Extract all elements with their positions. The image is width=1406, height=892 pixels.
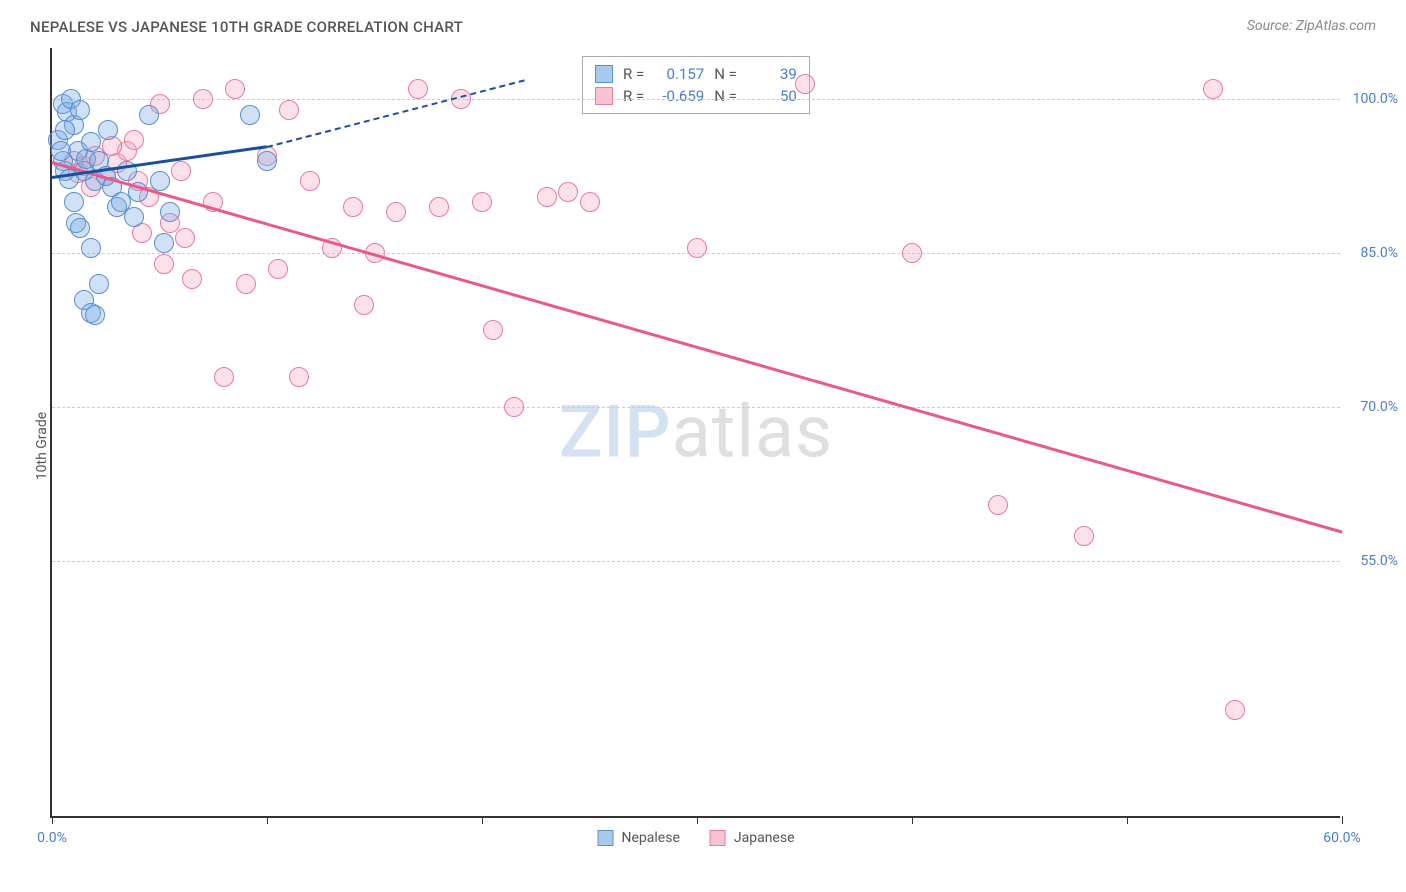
japanese-point bbox=[1225, 700, 1245, 720]
nepalese-point bbox=[70, 100, 90, 120]
japanese-point bbox=[902, 243, 922, 263]
nepalese-regression-dashed bbox=[267, 79, 525, 148]
japanese-point bbox=[580, 192, 600, 212]
japanese-point bbox=[483, 320, 503, 340]
x-tick bbox=[697, 816, 698, 824]
bottom-legend: Nepalese Japanese bbox=[598, 830, 795, 846]
nepalese-point bbox=[51, 141, 71, 161]
nepalese-point bbox=[85, 305, 105, 325]
japanese-point bbox=[988, 495, 1008, 515]
y-tick-label: 55.0% bbox=[1360, 553, 1398, 569]
y-tick-label: 85.0% bbox=[1360, 245, 1398, 261]
japanese-point bbox=[182, 269, 202, 289]
nepalese-point bbox=[139, 105, 159, 125]
japanese-regression-line bbox=[52, 161, 1343, 533]
japanese-legend-label: Japanese bbox=[734, 830, 795, 846]
nepalese-point bbox=[81, 238, 101, 258]
japanese-point bbox=[268, 259, 288, 279]
watermark-atlas: atlas bbox=[672, 390, 834, 475]
legend-japanese: Japanese bbox=[710, 830, 795, 846]
gridline bbox=[52, 99, 1340, 100]
japanese-point bbox=[171, 161, 191, 181]
r-label: R = bbox=[623, 65, 644, 83]
nepalese-legend-label: Nepalese bbox=[622, 830, 680, 846]
plot-area: ZIPatlas R = 0.157 N = 39 R = -0.659 N =… bbox=[50, 48, 1340, 818]
japanese-point bbox=[1203, 79, 1223, 99]
nepalese-n-value: 39 bbox=[747, 65, 797, 83]
japanese-legend-swatch bbox=[710, 830, 726, 846]
x-tick bbox=[482, 816, 483, 824]
nepalese-legend-swatch bbox=[598, 830, 614, 846]
source-attribution: Source: ZipAtlas.com bbox=[1247, 18, 1376, 34]
stats-box: R = 0.157 N = 39 R = -0.659 N = 50 bbox=[582, 56, 810, 114]
y-tick-label: 70.0% bbox=[1360, 399, 1398, 415]
japanese-swatch bbox=[595, 87, 613, 105]
japanese-point bbox=[225, 79, 245, 99]
stats-row-nepalese: R = 0.157 N = 39 bbox=[595, 63, 797, 85]
japanese-point bbox=[343, 197, 363, 217]
nepalese-r-value: 0.157 bbox=[654, 65, 704, 83]
y-axis-label: 10th Grade bbox=[34, 412, 50, 480]
japanese-point bbox=[408, 79, 428, 99]
japanese-point bbox=[175, 228, 195, 248]
y-tick-label: 100.0% bbox=[1353, 91, 1398, 107]
japanese-point bbox=[687, 238, 707, 258]
japanese-point bbox=[1074, 526, 1094, 546]
x-tick bbox=[267, 816, 268, 824]
japanese-point bbox=[214, 367, 234, 387]
japanese-point bbox=[472, 192, 492, 212]
watermark: ZIPatlas bbox=[559, 390, 833, 475]
japanese-r-value: -0.659 bbox=[654, 87, 704, 105]
r-label: R = bbox=[623, 87, 644, 105]
nepalese-swatch bbox=[595, 65, 613, 83]
japanese-point bbox=[236, 274, 256, 294]
n-label: N = bbox=[714, 87, 737, 105]
stats-row-japanese: R = -0.659 N = 50 bbox=[595, 85, 797, 107]
japanese-point bbox=[504, 397, 524, 417]
japanese-point bbox=[429, 197, 449, 217]
japanese-n-value: 50 bbox=[747, 87, 797, 105]
japanese-point bbox=[386, 202, 406, 222]
japanese-point bbox=[279, 100, 299, 120]
nepalese-point bbox=[55, 120, 75, 140]
legend-nepalese: Nepalese bbox=[598, 830, 680, 846]
x-tick-label: 60.0% bbox=[1323, 830, 1361, 846]
nepalese-point bbox=[81, 132, 101, 152]
nepalese-point bbox=[124, 207, 144, 227]
x-tick bbox=[52, 816, 53, 824]
n-label: N = bbox=[714, 65, 737, 83]
japanese-point bbox=[154, 254, 174, 274]
x-tick bbox=[1342, 816, 1343, 824]
japanese-point bbox=[289, 367, 309, 387]
watermark-zip: ZIP bbox=[559, 390, 672, 475]
nepalese-point bbox=[150, 171, 170, 191]
nepalese-point bbox=[240, 105, 260, 125]
nepalese-point bbox=[98, 120, 118, 140]
japanese-point bbox=[558, 182, 578, 202]
japanese-point bbox=[354, 295, 374, 315]
nepalese-point bbox=[257, 151, 277, 171]
gridline bbox=[52, 407, 1340, 408]
nepalese-point bbox=[154, 233, 174, 253]
x-tick bbox=[912, 816, 913, 824]
japanese-point bbox=[537, 187, 557, 207]
nepalese-point bbox=[89, 274, 109, 294]
nepalese-point bbox=[64, 192, 84, 212]
nepalese-point bbox=[160, 202, 180, 222]
nepalese-point bbox=[70, 218, 90, 238]
japanese-point bbox=[193, 89, 213, 109]
chart-title: NEPALESE VS JAPANESE 10TH GRADE CORRELAT… bbox=[30, 18, 463, 36]
x-tick-label: 0.0% bbox=[37, 830, 67, 846]
japanese-point bbox=[795, 74, 815, 94]
x-tick bbox=[1127, 816, 1128, 824]
japanese-point bbox=[124, 130, 144, 150]
japanese-point bbox=[300, 171, 320, 191]
gridline bbox=[52, 561, 1340, 562]
